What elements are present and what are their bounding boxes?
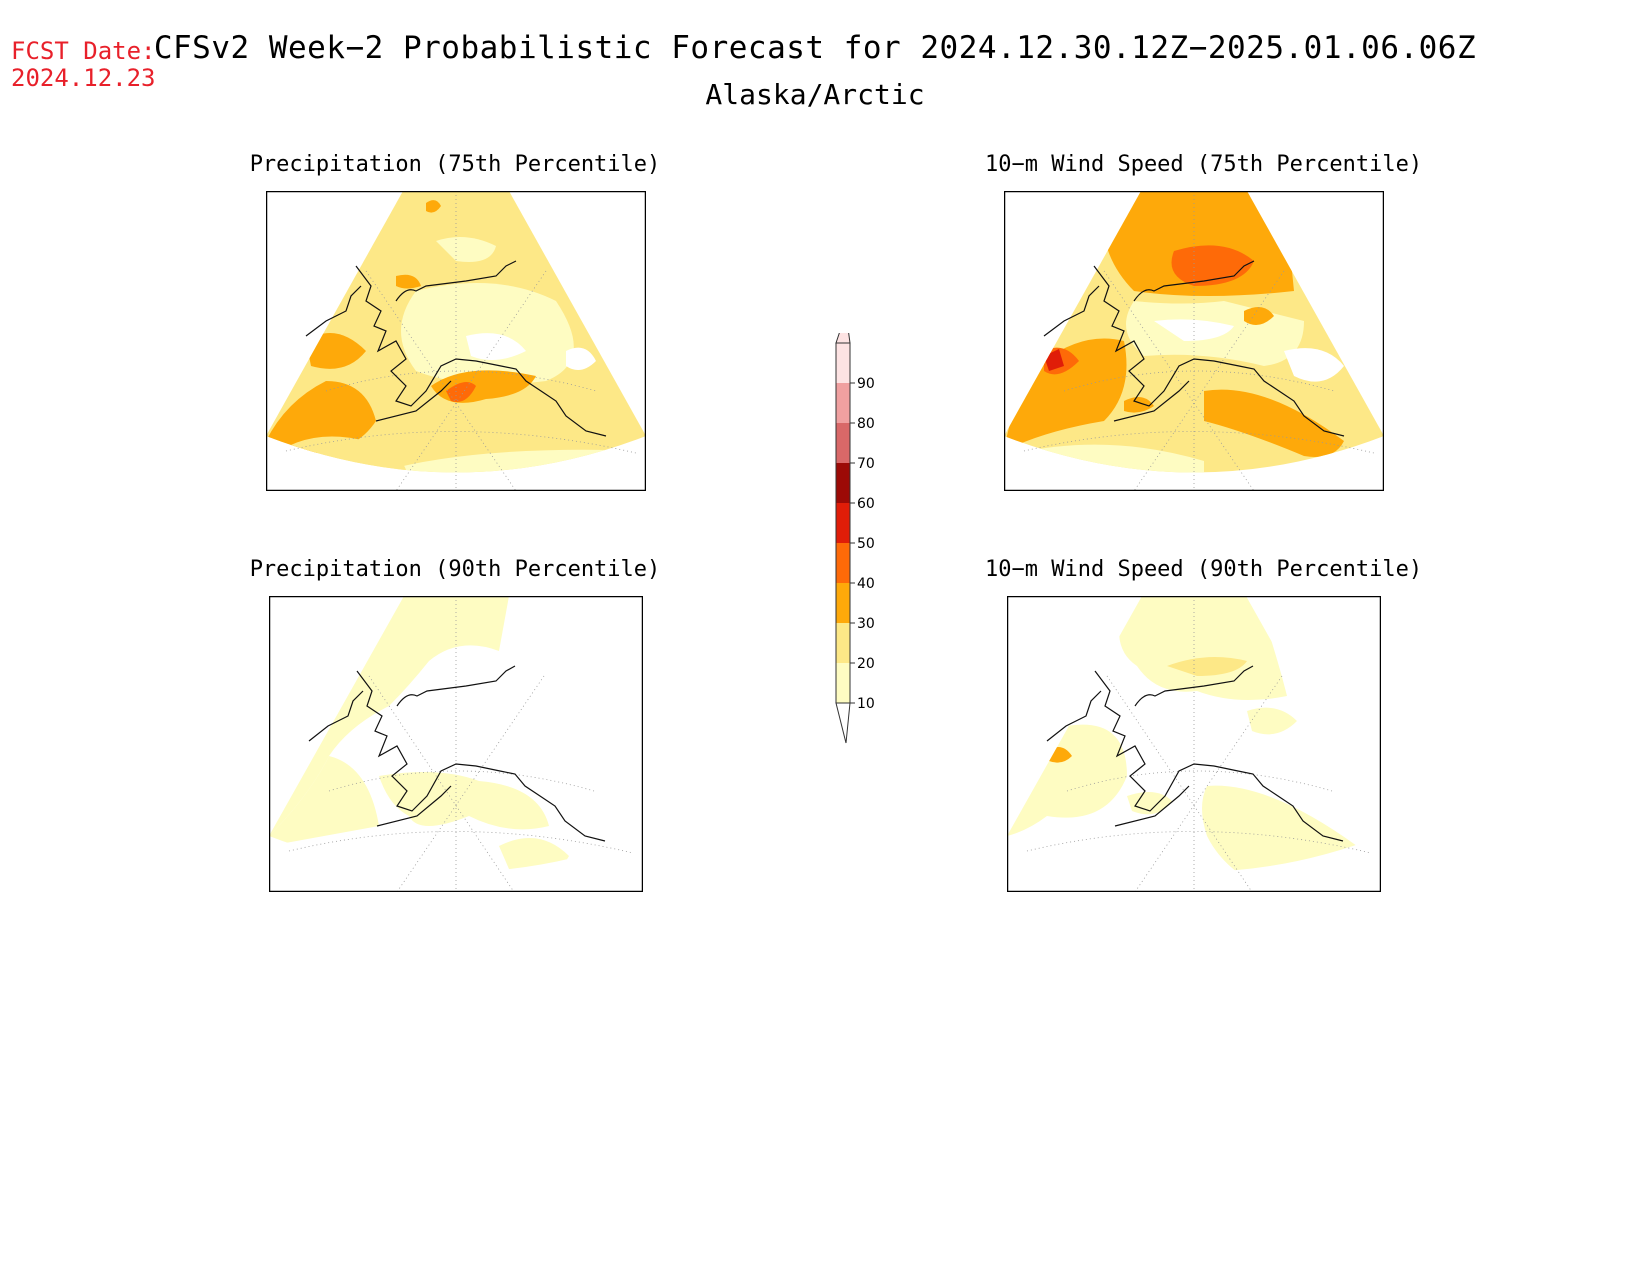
colorbar-segment bbox=[836, 343, 850, 383]
colorbar-segment bbox=[836, 663, 850, 703]
colorbar-tick-label: 90 bbox=[857, 376, 875, 392]
colorbar-bottom-tip bbox=[835, 702, 851, 744]
fcst-label: FCST Date: bbox=[11, 37, 156, 65]
colorbar-segment bbox=[836, 503, 850, 543]
panel-title-wind-75: 10−m Wind Speed (75th Percentile) bbox=[985, 152, 1423, 177]
map-panel-wind-75 bbox=[1004, 191, 1384, 491]
colorbar-segment bbox=[836, 383, 850, 423]
colorbar-tick-label: 50 bbox=[857, 536, 875, 552]
map-panel-precip-90 bbox=[269, 596, 643, 892]
colorbar: 10 20 30 40 50 60 70 80 90 bbox=[820, 312, 880, 757]
colorbar-segment bbox=[836, 423, 850, 463]
colorbar-tick-label: 30 bbox=[857, 616, 875, 632]
colorbar-segment bbox=[836, 543, 850, 583]
forecast-date-label: FCST Date: 2024.12.23 bbox=[11, 38, 156, 92]
colorbar-tick-label: 10 bbox=[857, 696, 875, 712]
panel-title-wind-90: 10−m Wind Speed (90th Percentile) bbox=[985, 557, 1423, 582]
page-title: CFSv2 Week−2 Probabilistic Forecast for … bbox=[153, 30, 1477, 66]
map-panel-wind-90 bbox=[1007, 596, 1381, 892]
colorbar-outline bbox=[835, 342, 851, 704]
colorbar-tick-label: 40 bbox=[857, 576, 875, 592]
panel-title-precip-75: Precipitation (75th Percentile) bbox=[249, 152, 661, 177]
panel-title-precip-90: Precipitation (90th Percentile) bbox=[249, 557, 661, 582]
colorbar-tick-label: 70 bbox=[857, 456, 875, 472]
map-panel-precip-75 bbox=[266, 191, 646, 491]
colorbar-tick-label: 20 bbox=[857, 656, 875, 672]
colorbar-tick-label: 80 bbox=[857, 416, 875, 432]
page-subtitle: Alaska/Arctic bbox=[705, 78, 925, 111]
colorbar-segment bbox=[836, 623, 850, 663]
colorbar-segment bbox=[836, 583, 850, 623]
colorbar-segment bbox=[836, 463, 850, 503]
colorbar-tick-label: 60 bbox=[857, 496, 875, 512]
colorbar-top-tip bbox=[835, 312, 851, 344]
fcst-date: 2024.12.23 bbox=[11, 64, 156, 92]
